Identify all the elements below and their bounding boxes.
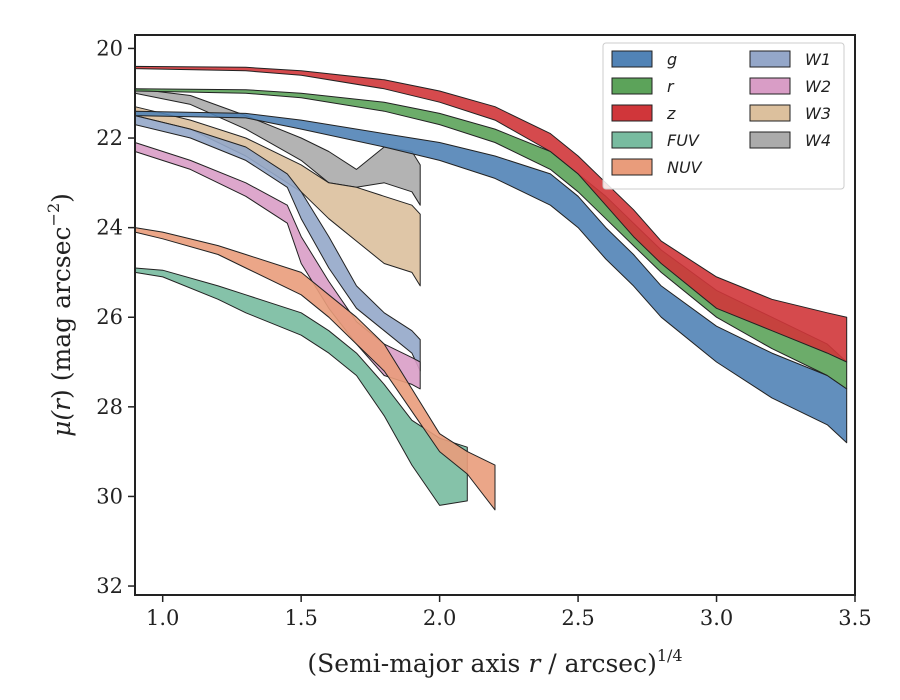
- legend-label-z: z: [666, 104, 676, 123]
- band-fuv: [134, 267, 468, 506]
- x-tick-label: 3.0: [700, 606, 733, 630]
- x-tick-label: 2.5: [561, 606, 594, 630]
- band-g: [134, 110, 848, 444]
- legend-label-w4: W4: [805, 131, 831, 150]
- legend-label-w2: W2: [805, 77, 831, 96]
- y-axis-label: μ(r) (mag arcsec−2): [44, 193, 76, 437]
- plot-frame: [134, 34, 856, 596]
- band-nuv: [134, 227, 496, 511]
- x-tick-label: 2.0: [423, 606, 456, 630]
- legend: grz FUV NUV W1 W2 W3 W4: [602, 42, 845, 190]
- legend-swatch-g: [611, 50, 653, 68]
- legend-swatch-w2: [749, 77, 791, 95]
- legend-label-r: r: [667, 77, 675, 96]
- legend-swatch-w1: [749, 50, 791, 68]
- y-tick-label: 32: [96, 574, 123, 598]
- y-tick-label: 22: [96, 126, 123, 150]
- y-tick-label: 28: [96, 395, 123, 419]
- band-w4: [134, 88, 421, 206]
- legend-swatch-w4: [749, 131, 791, 149]
- y-axis-ticks: 20 22 24 26 28 30 32: [96, 36, 135, 598]
- legend-swatch-fuv: [611, 131, 653, 149]
- legend-label-w3: W3: [805, 104, 831, 123]
- y-tick-label: 20: [96, 36, 123, 60]
- legend-label-g: g: [667, 50, 677, 69]
- band-series-group: [134, 65, 848, 511]
- legend-swatch-r: [611, 77, 653, 95]
- legend-label-w1: W1: [805, 50, 831, 69]
- x-axis-ticks: 1.0 1.5 2.0 2.5 3.0 3.5: [146, 595, 872, 630]
- legend-swatch-w3: [749, 104, 791, 122]
- band-z: [134, 65, 848, 363]
- legend-swatch-z: [611, 104, 653, 122]
- x-tick-label: 1.5: [284, 606, 317, 630]
- y-tick-label: 24: [96, 216, 123, 240]
- y-tick-label: 26: [96, 305, 123, 329]
- legend-label-nuv: NUV: [667, 158, 703, 177]
- x-axis-label: (Semi-major axis r / arcsec)1/4: [307, 646, 682, 678]
- band-r: [134, 88, 848, 390]
- legend-swatch-nuv: [611, 158, 653, 176]
- x-tick-label: 3.5: [838, 606, 871, 630]
- legend-label-fuv: FUV: [667, 131, 700, 150]
- x-tick-label: 1.0: [146, 606, 179, 630]
- y-tick-label: 30: [96, 484, 123, 508]
